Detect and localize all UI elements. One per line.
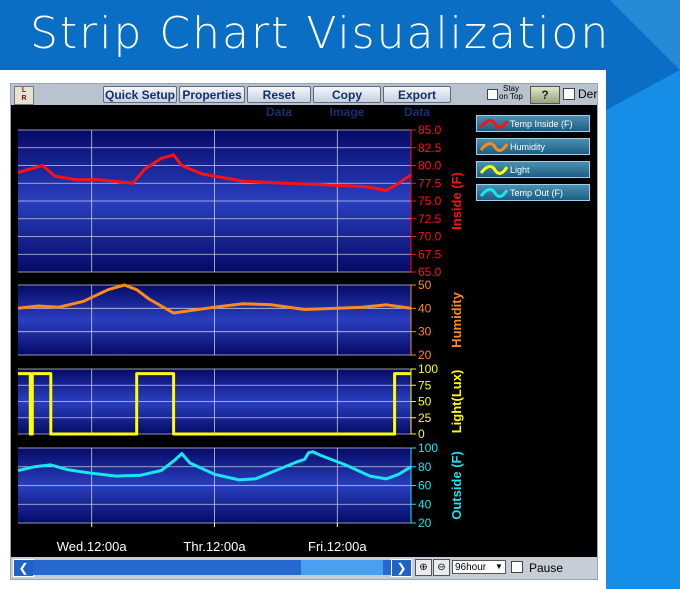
y-tick-label: 100 [418,441,438,455]
y-tick-label: 60 [418,479,432,493]
series-line-2 [18,372,411,436]
y-tick-label: 80 [418,460,432,474]
banner-accent [610,0,680,70]
y-tick-label: 67.5 [418,247,442,261]
y-tick-label: 20 [418,348,432,362]
x-tick-label: Wed.12:00a [57,539,128,554]
quick-setup-button[interactable]: Quick Setup [103,86,177,103]
x-tick-label: Fri.12:00a [308,539,367,554]
y-tick-label: 77.5 [418,176,442,190]
demo-checkbox[interactable] [563,88,575,100]
y-tick-label: 70.0 [418,230,442,244]
copy-image-button[interactable]: Copy Image [313,86,381,119]
chevron-down-icon: ▼ [495,562,503,571]
zoom-out-icon: ⊖ [437,562,446,573]
x-tick-label: Thr.12:00a [183,539,246,554]
sidebar-slope [606,70,680,110]
y-axis-label: Humidity [449,291,464,347]
chevron-right-icon: ❯ [396,561,407,575]
y-tick-label: 85.0 [418,123,442,137]
legend-item[interactable]: Humidity [476,138,590,155]
legend-item[interactable]: Light [476,161,590,178]
logo-bottom-text: R [21,95,27,102]
time-span-select[interactable]: 96hour ▼ [452,560,506,574]
y-tick-label: 50 [418,278,432,292]
y-tick-label: 75.0 [418,194,442,208]
y-tick-label: 82.5 [418,141,442,155]
zoom-out-button[interactable]: ⊖ [433,559,450,576]
logo-top-text: L [21,87,27,94]
properties-button[interactable]: Properties [179,86,245,103]
time-scrollbar: ❮ ❯ ⊕ ⊖ 96hour ▼ Pause [11,557,597,579]
y-axis-label: Light(Lux) [449,370,464,434]
legend-swatch-icon [480,142,508,152]
legend-swatch-icon [480,188,508,198]
pause-checkbox[interactable] [511,561,523,573]
series-line-1 [17,283,412,315]
strip-chart: 85.0 82.5 80.0 77.5 75.0 72.5 70.0 67.5 65.0 Insi… [17,123,464,554]
header-banner: Strip Chart Visualization [0,0,680,70]
legend-label: Light [510,165,530,175]
demo-label: Der [578,87,598,101]
y-tick-label: 25 [418,411,432,425]
y-tick-label: 75 [418,378,432,392]
legend-swatch-icon [480,165,508,175]
y-tick-label: 50 [418,395,432,409]
zoom-in-icon: ⊕ [419,562,428,573]
stay-on-top-label-2: on Top [499,92,523,101]
page-title: Strip Chart Visualization [30,8,611,59]
y-tick-label: 0 [418,427,425,441]
time-span-value: 96hour [455,562,487,573]
help-button[interactable]: ? [530,86,560,104]
legend-swatch-icon [480,119,508,129]
legend-item[interactable]: Temp Out (F) [476,184,590,201]
export-data-button[interactable]: Export Data [383,86,451,119]
pause-toggle[interactable]: Pause [511,561,563,575]
series-line-0 [17,153,412,192]
series-line-3 [17,450,412,482]
chevron-left-icon: ❮ [18,561,29,575]
y-axis-label: Outside (F) [449,451,464,520]
zoom-in-button[interactable]: ⊕ [415,559,432,576]
stay-on-top-label-1: Stay [503,84,520,93]
legend-item[interactable]: Temp Inside (F) [476,115,590,132]
app-area: L R Quick Setup Properties Reset Data Co… [0,70,606,589]
scroll-thumb[interactable] [301,560,383,575]
toolbar: L R Quick Setup Properties Reset Data Co… [11,84,598,119]
stay-on-top-checkbox[interactable] [487,89,498,100]
legend-label: Humidity [510,142,546,152]
legend-label: Temp Out (F) [510,188,564,198]
y-tick-label: 30 [418,325,432,339]
scroll-right-button[interactable]: ❯ [391,559,412,577]
scroll-left-button[interactable]: ❮ [13,559,34,577]
y-tick-label: 100 [418,362,438,376]
app-logo-icon: L R [14,86,34,105]
y-tick-label: 20 [418,516,432,530]
strip-chart-window: L R Quick Setup Properties Reset Data Co… [10,83,598,580]
y-tick-label: 65.0 [418,265,442,279]
y-axis-label: Inside (F) [449,172,464,230]
y-tick-label: 80.0 [418,159,442,173]
y-tick-label: 40 [418,497,432,511]
reset-data-button[interactable]: Reset Data [247,86,311,119]
legend-label: Temp Inside (F) [510,119,573,129]
y-tick-label: 72.5 [418,212,442,226]
y-tick-label: 40 [418,301,432,315]
pause-label: Pause [529,561,564,575]
right-sidebar [606,70,680,589]
